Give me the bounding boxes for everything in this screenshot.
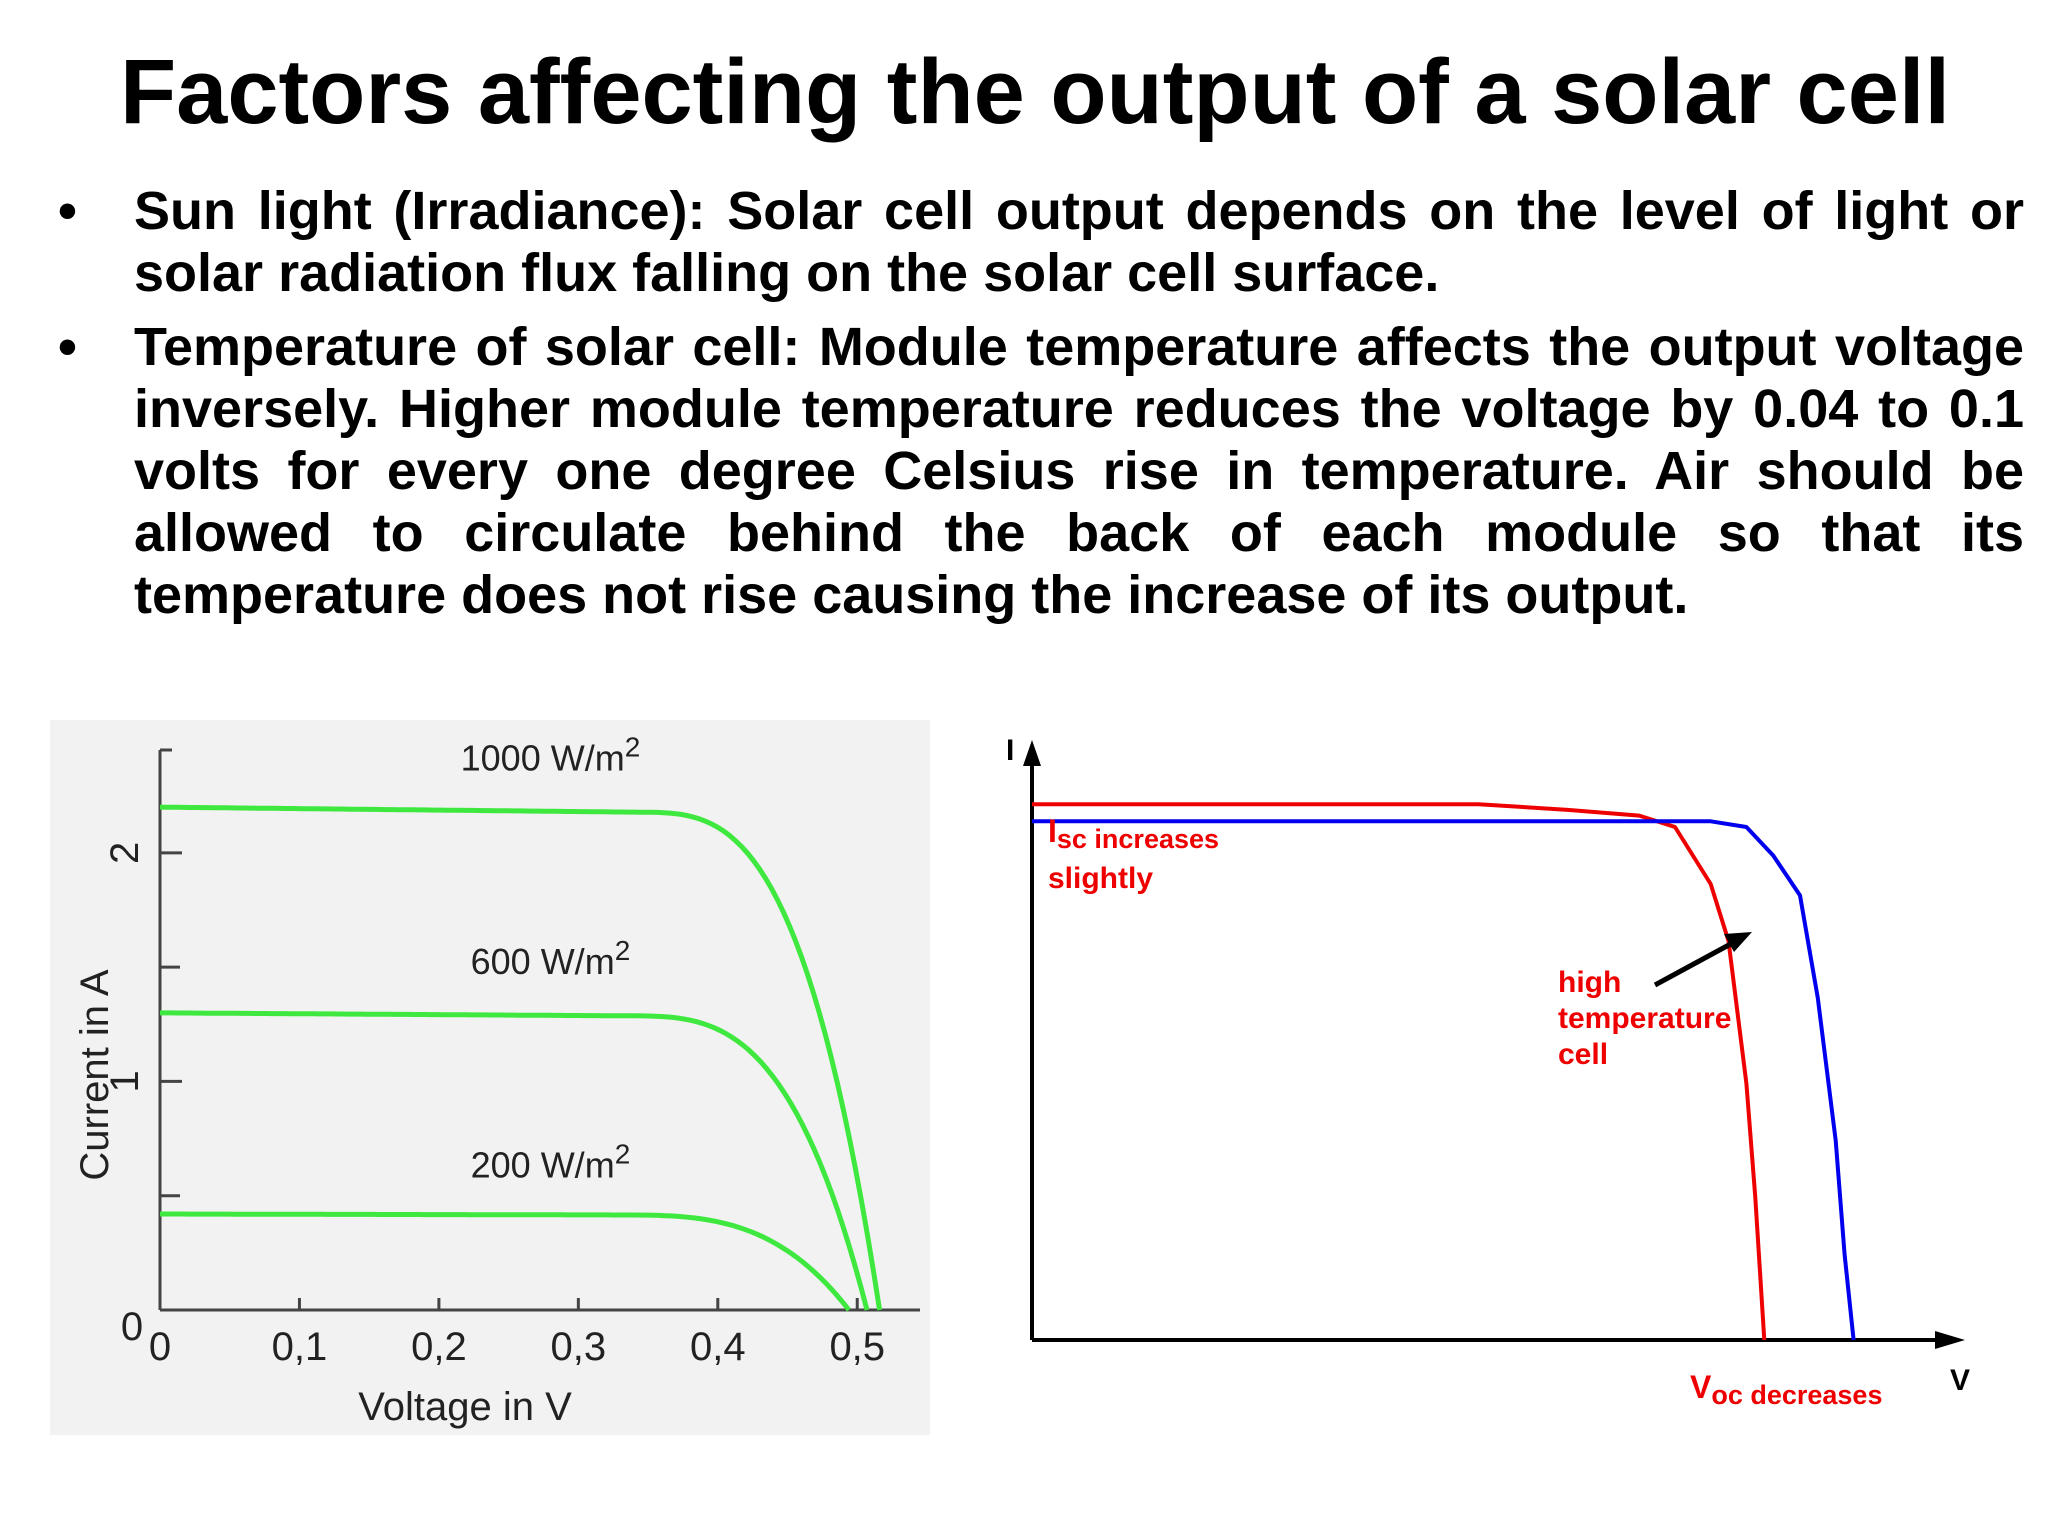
high-temp-arrow — [1653, 932, 1752, 988]
y-axis-label: Current in A — [73, 969, 117, 1181]
iv-curve — [160, 1010, 870, 1311]
bullet-irradiance: • Sun light (Irradiance): Solar cell out… — [52, 180, 2024, 304]
bullet-marker: • — [58, 317, 77, 377]
iv-curve — [160, 1211, 851, 1312]
y-tick-label: 2 — [103, 842, 147, 864]
temperature-iv-chart: I V Isc increases slightly high temperat… — [1006, 734, 1970, 1410]
high-temp-label-line1: high — [1558, 966, 1621, 999]
chart-axes — [1023, 740, 1965, 1349]
x-axis-label: V — [1950, 1364, 1970, 1397]
x-tick-label: 0,5 — [829, 1325, 885, 1369]
slide-title: Factors affecting the output of a solar … — [119, 41, 1951, 143]
voc-annotation: Voc decreases — [1690, 1369, 1882, 1410]
chart-ticks: 0 0,1 0,2 0,3 0,4 0,5 1 2 0 — [103, 842, 885, 1369]
bullet-temperature: • Temperature of solar cell: Module temp… — [52, 316, 2024, 626]
chart-background — [50, 720, 930, 1435]
chart-series — [159, 804, 883, 1312]
chart-series-labels: 1000 W/m2 600 W/m2 200 W/m2 — [461, 732, 641, 1186]
high-temp-label-line3: cell — [1558, 1038, 1608, 1071]
x-tick-label: 0,3 — [551, 1325, 607, 1369]
bullet-text: Temperature of solar cell: Module temper… — [134, 317, 2024, 625]
iv-curve — [1032, 802, 1767, 1341]
x-axis-label: Voltage in V — [358, 1385, 572, 1429]
x-tick-label: 0,1 — [272, 1325, 328, 1369]
chart-axes — [158, 748, 920, 1312]
series-label: 1000 W/m2 — [461, 732, 641, 779]
y-tick-label: 1 — [103, 1070, 147, 1092]
x-axis-arrow — [1935, 1331, 1965, 1349]
iv-curve — [159, 804, 883, 1311]
bullet-text: Sun light (Irradiance): Solar cell outpu… — [134, 181, 2024, 303]
isc-annotation: Isc increases — [1048, 813, 1219, 854]
x-tick-label: 0,4 — [690, 1325, 746, 1369]
y-axis-label: I — [1006, 734, 1014, 767]
irradiance-iv-chart: 0 0,1 0,2 0,3 0,4 0,5 1 2 0 1000 W/m2 600 W/m2 200… — [50, 720, 930, 1435]
high-temp-label-line2: temperature — [1558, 1002, 1731, 1035]
isc-annotation-line2: slightly — [1048, 862, 1153, 895]
y-axis-arrow — [1023, 740, 1041, 766]
origin-label: 0 — [121, 1305, 143, 1349]
bullet-list: • Sun light (Irradiance): Solar cell out… — [52, 180, 2024, 638]
x-tick-label: 0 — [149, 1325, 171, 1369]
series-label: 200 W/m2 — [471, 1138, 631, 1185]
iv-curve — [1032, 819, 1856, 1341]
x-tick-label: 0,2 — [411, 1325, 467, 1369]
bullet-marker: • — [58, 181, 77, 241]
chart-series — [1032, 802, 1856, 1341]
series-label: 600 W/m2 — [471, 935, 631, 982]
